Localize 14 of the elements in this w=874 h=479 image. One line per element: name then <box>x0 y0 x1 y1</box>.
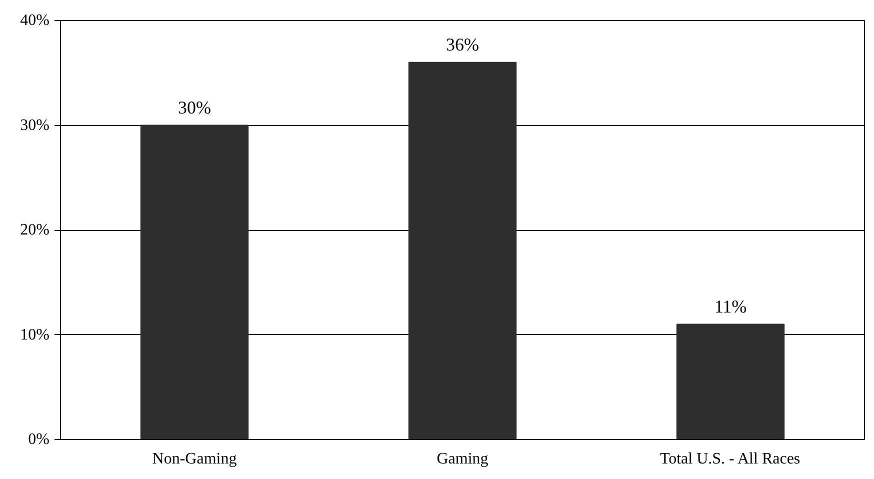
bar <box>676 324 785 440</box>
data-label: 36% <box>446 34 480 54</box>
bar <box>140 124 249 440</box>
x-tick-label: Gaming <box>436 450 488 468</box>
data-label: 30% <box>178 97 212 118</box>
y-tick-label: 0% <box>28 431 50 448</box>
y-tick-label: 30% <box>20 116 50 134</box>
data-label: 11% <box>714 296 747 316</box>
y-tick-label: 40% <box>20 12 50 29</box>
x-tick-label: Non-Gaming <box>152 450 237 468</box>
x-tick-label: Total U.S. - All Races <box>660 450 800 468</box>
y-tick-label: 10% <box>20 326 50 344</box>
y-tick-label: 20% <box>20 222 50 238</box>
bar <box>408 62 517 440</box>
